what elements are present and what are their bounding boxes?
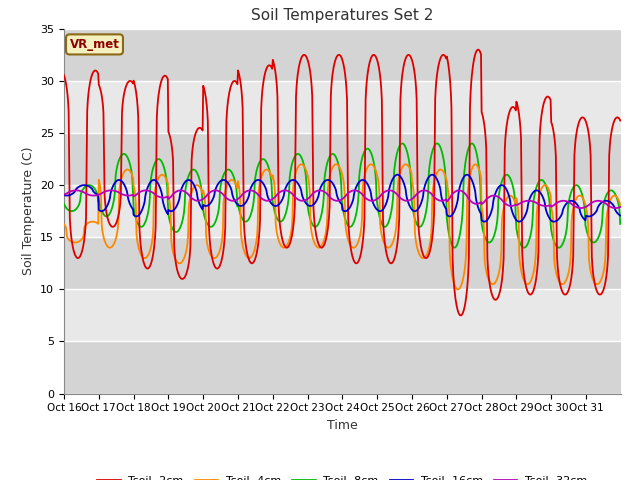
Text: VR_met: VR_met	[70, 38, 120, 51]
Legend: Tsoil -2cm, Tsoil -4cm, Tsoil -8cm, Tsoil -16cm, Tsoil -32cm: Tsoil -2cm, Tsoil -4cm, Tsoil -8cm, Tsoi…	[93, 471, 592, 480]
X-axis label: Time: Time	[327, 419, 358, 432]
Bar	[64, 185, 621, 237]
Bar	[64, 237, 621, 289]
Bar	[64, 81, 621, 133]
Title: Soil Temperatures Set 2: Soil Temperatures Set 2	[252, 9, 433, 24]
Bar	[64, 0, 621, 29]
Bar	[64, 341, 621, 394]
Bar	[64, 29, 621, 81]
Bar	[64, 289, 621, 341]
Bar	[64, 133, 621, 185]
Y-axis label: Soil Temperature (C): Soil Temperature (C)	[22, 147, 35, 276]
